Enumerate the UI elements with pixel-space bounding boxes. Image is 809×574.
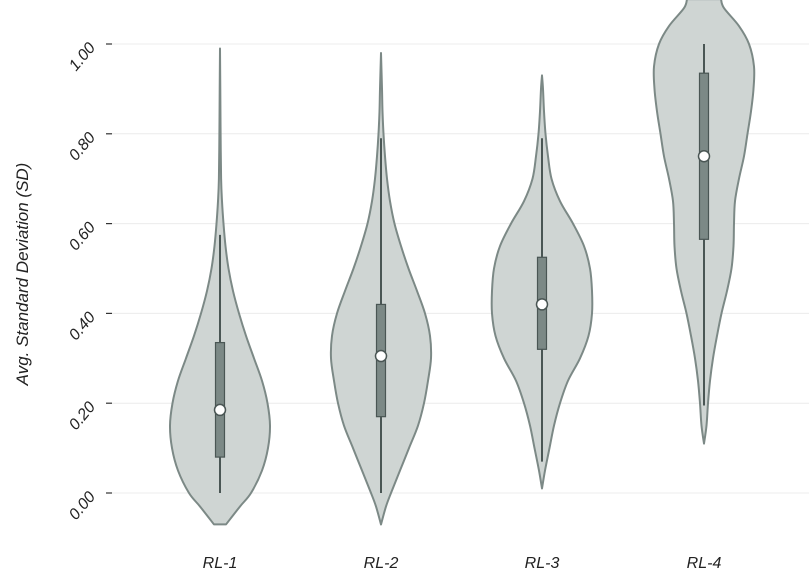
violin-median: [697, 150, 711, 163]
violin-group: [490, 74, 594, 490]
violin-group: [168, 47, 272, 526]
y-tick-label: 0.80: [66, 129, 99, 164]
y-axis-ticks: 0.00 0.20 0.40 0.60 0.80 1.00: [66, 40, 112, 524]
x-tick-label: RL-4: [687, 555, 722, 572]
y-axis-label: Avg. Standard Deviation (SD): [13, 163, 32, 387]
y-tick-label: 0.00: [66, 489, 99, 524]
violin-group: [652, 0, 756, 445]
x-tick-label: RL-1: [203, 555, 238, 572]
y-tick-label: 0.60: [66, 219, 99, 254]
violin-group: [329, 51, 433, 526]
violin-iqr-box: [214, 341, 226, 458]
x-axis-ticks: RL-1 RL-2 RL-3 RL-4: [203, 555, 722, 572]
y-tick-label: 1.00: [66, 40, 99, 75]
violin-median: [374, 349, 388, 363]
y-tick-label: 0.40: [66, 309, 99, 344]
violin-median: [213, 403, 227, 417]
x-tick-label: RL-2: [364, 555, 399, 572]
violin-median: [535, 298, 549, 311]
y-tick-label: 0.20: [66, 399, 99, 434]
violins: [168, 0, 756, 526]
x-tick-label: RL-3: [525, 555, 560, 572]
